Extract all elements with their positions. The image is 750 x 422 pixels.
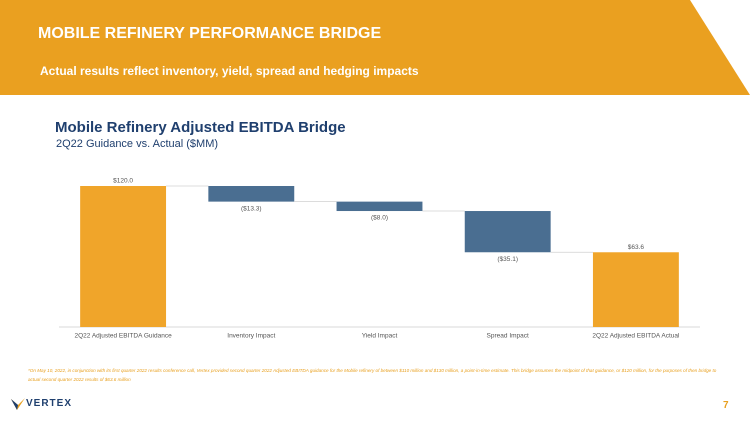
- x-tick-label: 2Q22 Adjusted EBITDA Actual: [592, 333, 680, 340]
- x-tick-label: Yield Impact: [362, 333, 398, 340]
- value-label: ($35.1): [497, 256, 518, 263]
- page-number: 7: [723, 400, 729, 411]
- header-subtitle: Actual results reflect inventory, yield,…: [40, 64, 419, 78]
- bar: [592, 252, 679, 327]
- x-tick-label: Spread Impact: [487, 333, 529, 340]
- header-cutout: [690, 0, 750, 95]
- x-tick-label: 2Q22 Adjusted EBITDA Guidance: [74, 333, 172, 340]
- bar: [208, 186, 295, 202]
- value-label: ($8.0): [371, 215, 388, 222]
- bar: [80, 186, 167, 327]
- header-band: [0, 0, 750, 95]
- logo-text: VERTEX: [26, 398, 73, 409]
- footnote: *On May 10, 2022, in conjunction with it…: [28, 368, 717, 382]
- logo-icon: [11, 398, 25, 410]
- header-title: MOBILE REFINERY PERFORMANCE BRIDGE: [38, 25, 382, 42]
- value-label: $63.6: [628, 244, 645, 251]
- chart-subtitle: 2Q22 Guidance vs. Actual ($MM): [56, 138, 219, 150]
- x-tick-label: Inventory Impact: [227, 333, 275, 340]
- value-label: ($13.3): [241, 205, 262, 212]
- bar: [464, 211, 551, 253]
- value-label: $120.0: [113, 178, 133, 185]
- bar: [336, 201, 423, 212]
- chart-title: Mobile Refinery Adjusted EBITDA Bridge: [55, 119, 346, 136]
